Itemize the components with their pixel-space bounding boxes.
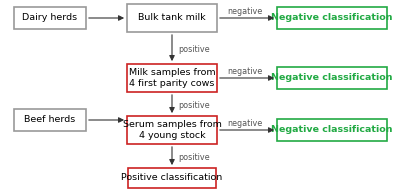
Text: Negative classification: Negative classification — [271, 126, 393, 134]
FancyBboxPatch shape — [277, 119, 387, 141]
FancyBboxPatch shape — [127, 116, 217, 144]
Text: negative: negative — [227, 120, 263, 128]
Text: positive: positive — [178, 100, 210, 109]
Text: Serum samples from
4 young stock: Serum samples from 4 young stock — [122, 120, 222, 140]
Text: Negative classification: Negative classification — [271, 14, 393, 23]
FancyBboxPatch shape — [277, 7, 387, 29]
Text: positive: positive — [178, 152, 210, 161]
Text: negative: negative — [227, 68, 263, 76]
FancyBboxPatch shape — [14, 109, 86, 131]
Text: Negative classification: Negative classification — [271, 74, 393, 82]
FancyBboxPatch shape — [128, 168, 216, 188]
FancyBboxPatch shape — [277, 67, 387, 89]
FancyBboxPatch shape — [127, 64, 217, 92]
Text: Bulk tank milk: Bulk tank milk — [138, 14, 206, 23]
Text: positive: positive — [178, 44, 210, 54]
Text: Beef herds: Beef herds — [24, 115, 76, 125]
Text: negative: negative — [227, 8, 263, 16]
Text: Milk samples from
4 first parity cows: Milk samples from 4 first parity cows — [129, 68, 215, 88]
Text: Dairy herds: Dairy herds — [22, 14, 78, 23]
FancyBboxPatch shape — [14, 7, 86, 29]
Text: Positive classification: Positive classification — [121, 173, 223, 183]
FancyBboxPatch shape — [127, 4, 217, 32]
